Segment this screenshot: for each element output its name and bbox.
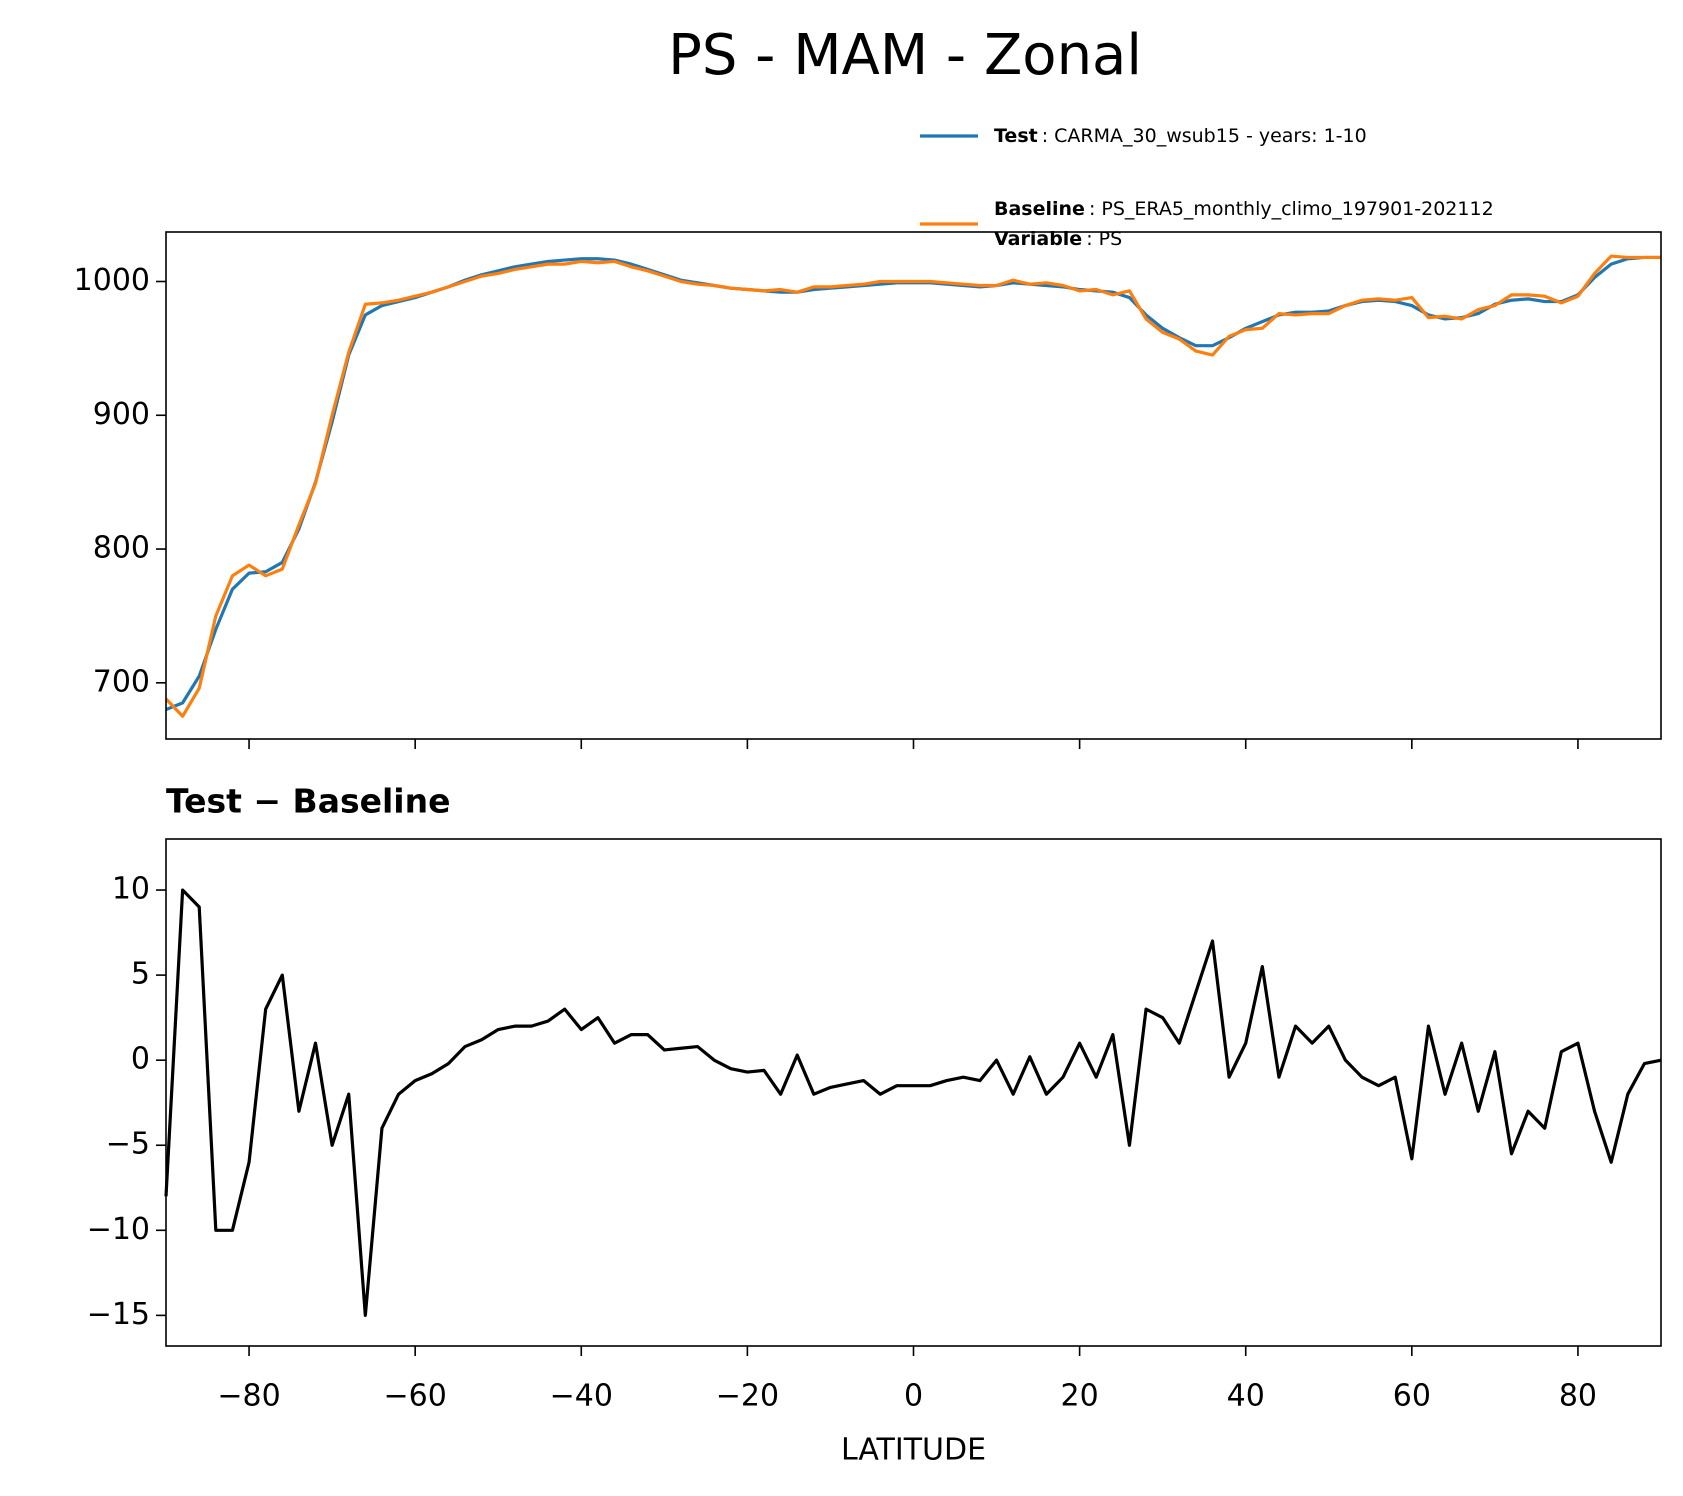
legend-name: Variable (994, 228, 1082, 250)
axes-frame (165, 838, 1662, 1347)
data-line (164, 254, 1661, 718)
y-tick-label: −15 (87, 1297, 150, 1332)
axes-title: Test − Baseline (166, 782, 451, 821)
x-tick-label: 20 (1061, 1379, 1099, 1414)
x-tick-label: −40 (550, 1379, 613, 1414)
legend-description: : PS (1086, 228, 1122, 250)
y-tick-label: 10 (112, 872, 150, 907)
legend-entry: Variable: PS (994, 228, 1122, 250)
x-tick-label: −80 (217, 1379, 280, 1414)
axes-frame (165, 231, 1662, 740)
y-tick-label: 0 (131, 1042, 150, 1077)
y-tick-label: 900 (93, 397, 150, 432)
y-tick-label: 5 (131, 957, 150, 992)
y-tick-label: 800 (93, 531, 150, 566)
x-tick-label: 80 (1559, 1379, 1597, 1414)
x-tick-label: −60 (384, 1379, 447, 1414)
y-tick-label: 700 (93, 664, 150, 699)
legend-name: Test (994, 125, 1038, 147)
figure-title: PS - MAM - Zonal (668, 23, 1142, 88)
x-tick-label: −20 (716, 1379, 779, 1414)
y-tick-label: −10 (87, 1212, 150, 1247)
data-line (164, 888, 1662, 1317)
legend-description: : CARMA_30_wsub15 - years: 1-10 (1042, 125, 1367, 147)
legend-name: Baseline (994, 198, 1085, 220)
legend-entry: Test: CARMA_30_wsub15 - years: 1-10 (994, 125, 1367, 147)
y-tick-label: 1000 (74, 263, 150, 298)
legend-entry: Baseline: PS_ERA5_monthly_climo_197901-2… (994, 198, 1494, 220)
x-tick-label: 0 (904, 1379, 923, 1414)
y-tick-label: −5 (106, 1127, 150, 1162)
x-tick-label: 60 (1393, 1379, 1431, 1414)
x-tick-label: 40 (1227, 1379, 1265, 1414)
legend-description: : PS_ERA5_monthly_climo_197901-202112 (1089, 198, 1494, 220)
x-axis-label: LATITUDE (841, 1433, 986, 1468)
